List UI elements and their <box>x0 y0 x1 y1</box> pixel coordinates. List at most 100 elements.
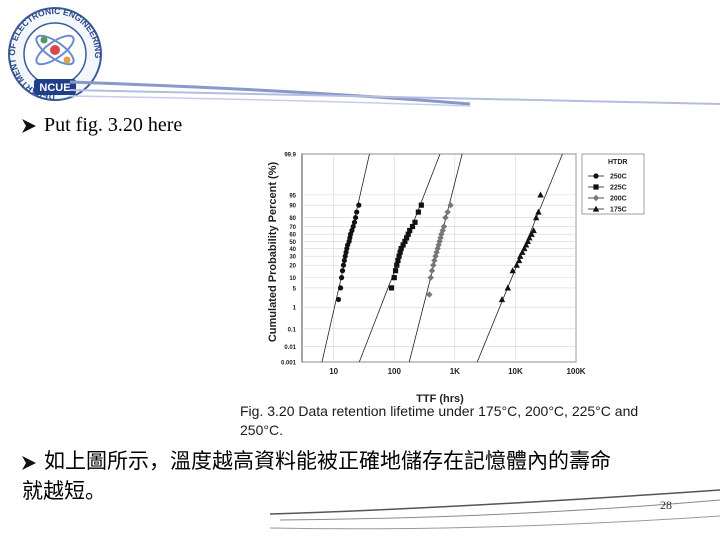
legend-marker-200C <box>592 194 600 202</box>
point-175C <box>509 267 516 274</box>
legend: HTDR 250C 225C 200C 175C <box>581 153 645 215</box>
y-tick-label: 5 <box>293 286 297 292</box>
point-250C <box>338 275 345 281</box>
bullet-item-1: Put fig. 3.20 here <box>20 114 182 137</box>
y-tick-label: 50 <box>289 240 296 246</box>
point-175C <box>530 227 537 234</box>
legend-title: HTDR <box>608 159 627 166</box>
point-200C <box>447 201 454 209</box>
x-tick-label: 100K <box>566 367 585 376</box>
x-tick-label: 1K <box>450 367 460 376</box>
point-250C <box>352 214 359 221</box>
y-tick-label: 20 <box>289 264 296 270</box>
x-axis-label: TTF (hrs) <box>416 393 464 405</box>
figure-caption: Fig. 3.20 Data retention lifetime under … <box>240 403 639 438</box>
point-175C <box>528 230 535 237</box>
legend-label: 250C <box>610 174 627 181</box>
point-175C <box>535 208 542 215</box>
point-225C <box>394 262 400 268</box>
arrow-bullet-icon <box>22 455 36 470</box>
point-175C <box>526 234 533 241</box>
y-tick-label: 70 <box>289 225 296 231</box>
point-200C <box>430 261 437 269</box>
point-225C <box>400 242 406 248</box>
point-225C <box>395 257 401 264</box>
point-225C <box>418 202 424 208</box>
point-200C <box>440 223 448 230</box>
point-175C <box>537 191 544 198</box>
legend-marker-225C <box>593 184 599 190</box>
point-175C <box>515 257 523 264</box>
y-tick-label: 0.1 <box>288 327 297 333</box>
y-tick-label: 60 <box>289 233 296 239</box>
point-200C <box>444 208 451 216</box>
point-200C <box>427 274 434 281</box>
y-tick-label: 80 <box>289 216 296 222</box>
point-225C <box>388 285 395 291</box>
arrow-bullet-icon <box>22 119 36 134</box>
point-225C <box>404 235 410 241</box>
point-225C <box>396 253 402 259</box>
point-250C <box>337 285 344 291</box>
point-250C <box>335 296 342 303</box>
point-200C <box>435 241 442 249</box>
x-tick-labels: 10 100 1K 10K 100K <box>329 367 586 376</box>
point-250C <box>342 253 348 259</box>
point-175C <box>517 252 524 259</box>
point-175C <box>524 237 531 244</box>
point-225C <box>412 219 418 225</box>
point-225C <box>392 268 399 274</box>
bullet-item-2: 如上圖所示，溫度越高資料能被正確地儲存在記憶體內的壽命 就越短。 <box>20 446 611 506</box>
point-250C <box>339 268 346 274</box>
data-points <box>335 191 544 303</box>
legend-label: 175C <box>610 207 627 214</box>
department-logo: DEPARTMENT OF ELECTRONIC ENGINEERING NCU… <box>7 6 103 102</box>
point-250C <box>350 223 356 230</box>
point-200C <box>438 231 445 238</box>
point-200C <box>426 291 433 298</box>
point-250C <box>351 219 358 225</box>
point-250C <box>354 209 360 215</box>
x-tick-label: 10 <box>329 367 338 376</box>
y-axis-label: Cumulated Probability Percent (%) <box>267 162 279 343</box>
y-tick-label: 10 <box>289 276 296 282</box>
logo-center-text: NCUE <box>39 82 70 94</box>
bullet-text-2-line-2: 就越短。 <box>22 479 106 503</box>
point-225C <box>415 209 421 215</box>
point-225C <box>391 275 397 281</box>
x-tick-label: 10K <box>508 367 523 376</box>
point-225C <box>397 249 403 255</box>
point-250C <box>356 202 362 208</box>
legend-marker-250C <box>593 173 599 179</box>
x-tick-label: 100 <box>388 367 402 376</box>
bullet-text-1: Put fig. 3.20 here <box>44 114 183 136</box>
grid-lines <box>302 153 577 363</box>
y-tick-label: 0.001 <box>281 361 297 367</box>
bullet-text-2-line-1: 如上圖所示，溫度越高資料能被正確地儲存在記憶體內的壽命 <box>44 449 611 473</box>
point-250C <box>341 257 347 264</box>
legend-label: 200C <box>610 196 627 203</box>
point-200C <box>428 267 436 274</box>
point-175C <box>519 248 526 255</box>
point-225C <box>402 238 408 244</box>
y-tick-label: 30 <box>289 255 296 261</box>
y-tick-label: 40 <box>289 247 296 253</box>
legend-marker-175C <box>592 205 600 212</box>
point-225C <box>405 231 411 237</box>
y-tick-label: 95 <box>289 193 296 199</box>
point-175C <box>522 241 530 248</box>
point-225C <box>407 227 413 234</box>
y-tick-label: 90 <box>289 204 296 210</box>
y-tick-label: 1 <box>293 306 297 312</box>
point-250C <box>349 227 355 234</box>
point-225C <box>398 245 404 252</box>
point-175C <box>532 214 540 221</box>
point-175C <box>498 296 506 303</box>
page-number: 28 <box>660 498 672 512</box>
point-175C <box>521 245 528 252</box>
plot-area <box>301 153 577 363</box>
y-tick-label: 99.9 <box>284 153 296 159</box>
point-225C <box>409 223 416 230</box>
